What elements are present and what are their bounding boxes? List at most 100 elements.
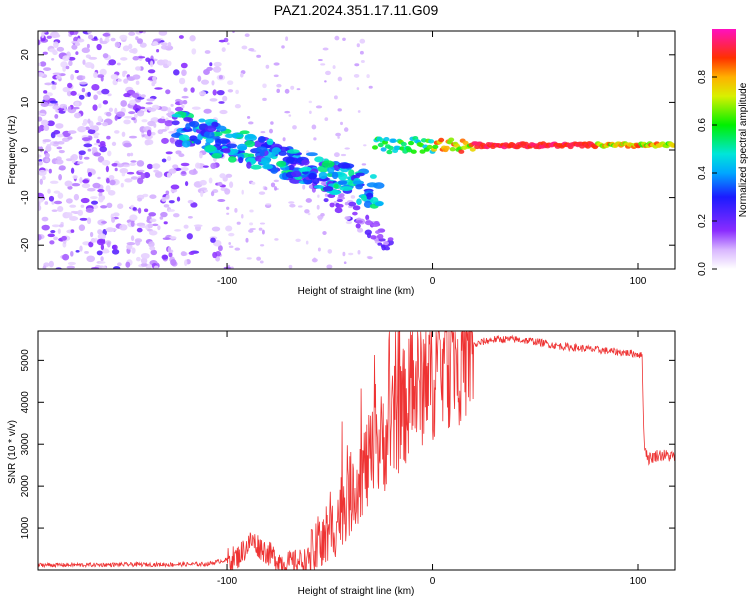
branch-blob <box>329 202 335 208</box>
noise-blob <box>226 212 230 215</box>
noise-blob <box>265 203 272 206</box>
noise-blob <box>65 198 73 204</box>
colorbar-tick-label: 0.4 <box>697 166 708 180</box>
branch-blob <box>348 169 355 177</box>
noise-blob <box>43 90 48 94</box>
noise-blob <box>41 224 50 231</box>
noise-blob <box>90 200 99 205</box>
noise-blob <box>81 47 90 54</box>
branch-blob <box>239 130 250 135</box>
noise-blob <box>212 89 217 96</box>
noise-blob <box>100 256 104 262</box>
noise-blob <box>140 253 150 259</box>
noise-blob <box>65 65 70 70</box>
noise-blob <box>162 237 171 240</box>
noise-blob <box>273 62 280 66</box>
branch-blob <box>228 156 237 163</box>
noise-blob <box>174 106 184 112</box>
noise-blob <box>176 196 181 202</box>
noise-blob <box>70 167 75 174</box>
noise-blob <box>165 194 170 200</box>
noise-blob <box>227 80 234 86</box>
branch-blob <box>203 130 215 139</box>
noise-blob <box>48 168 52 174</box>
noise-blob <box>320 63 326 66</box>
branch-blob <box>236 143 248 151</box>
noise-blob <box>217 181 223 187</box>
noise-blob <box>49 180 59 184</box>
noise-blob <box>359 50 364 55</box>
branch-blob <box>178 134 190 141</box>
noise-blob <box>368 85 373 89</box>
noise-blob <box>83 156 90 160</box>
noise-blob <box>249 209 254 213</box>
carrier-blob <box>372 145 378 150</box>
snr-series-line <box>38 331 675 570</box>
noise-blob <box>359 38 366 44</box>
branch-blob <box>308 172 317 180</box>
noise-blob <box>136 110 145 117</box>
noise-blob <box>123 119 131 125</box>
noise-blob <box>311 124 317 130</box>
noise-blob <box>128 31 136 36</box>
branch-blob <box>244 134 257 142</box>
noise-blob <box>270 121 274 125</box>
noise-blob <box>109 179 116 186</box>
noise-blob <box>38 161 43 165</box>
noise-blob <box>38 72 45 77</box>
noise-blob <box>82 118 88 125</box>
branch-blob <box>193 139 201 144</box>
noise-blob <box>120 100 128 107</box>
branch-blob <box>365 214 370 221</box>
noise-blob <box>218 75 223 80</box>
noise-blob <box>87 34 94 40</box>
noise-blob <box>96 74 105 78</box>
branch-blob <box>355 223 361 229</box>
noise-blob <box>86 43 90 49</box>
noise-blob <box>102 32 111 37</box>
noise-blob <box>195 162 201 169</box>
noise-blob <box>258 227 263 231</box>
noise-blob <box>276 88 281 94</box>
noise-blob <box>38 204 42 211</box>
noise-blob <box>144 139 151 146</box>
noise-blob <box>130 176 139 180</box>
branch-blob <box>371 223 380 228</box>
noise-blob <box>136 227 143 233</box>
noise-blob <box>137 207 142 214</box>
noise-blob <box>42 175 46 181</box>
noise-blob <box>98 103 102 109</box>
noise-blob <box>58 174 62 181</box>
branch-blob <box>301 159 310 166</box>
noise-blob <box>126 242 136 246</box>
branch-blob <box>377 242 383 246</box>
noise-blob <box>153 123 157 128</box>
noise-blob <box>179 99 184 106</box>
noise-blob <box>187 216 193 219</box>
noise-blob <box>256 256 262 261</box>
noise-blob <box>161 59 169 64</box>
noise-blob <box>261 229 265 235</box>
noise-blob <box>38 62 41 67</box>
branch-blob <box>285 157 295 164</box>
noise-blob <box>246 257 252 260</box>
noise-blob <box>189 35 196 42</box>
snr-ytick-label: 1000 <box>20 517 31 540</box>
spectrogram-ytick-label: 20 <box>20 49 31 61</box>
noise-blob <box>326 264 333 269</box>
noise-blob <box>38 113 46 116</box>
branch-blob <box>376 233 384 240</box>
noise-blob <box>101 220 107 224</box>
branch-blob <box>344 216 351 220</box>
noise-blob <box>139 42 147 48</box>
noise-blob <box>152 80 157 85</box>
noise-blob <box>75 51 79 55</box>
noise-blob <box>53 236 58 241</box>
carrier-blob <box>410 149 417 154</box>
noise-blob <box>288 201 295 204</box>
noise-blob <box>55 123 64 129</box>
noise-blob <box>106 202 113 208</box>
branch-blob <box>211 152 223 159</box>
noise-blob <box>241 45 248 50</box>
